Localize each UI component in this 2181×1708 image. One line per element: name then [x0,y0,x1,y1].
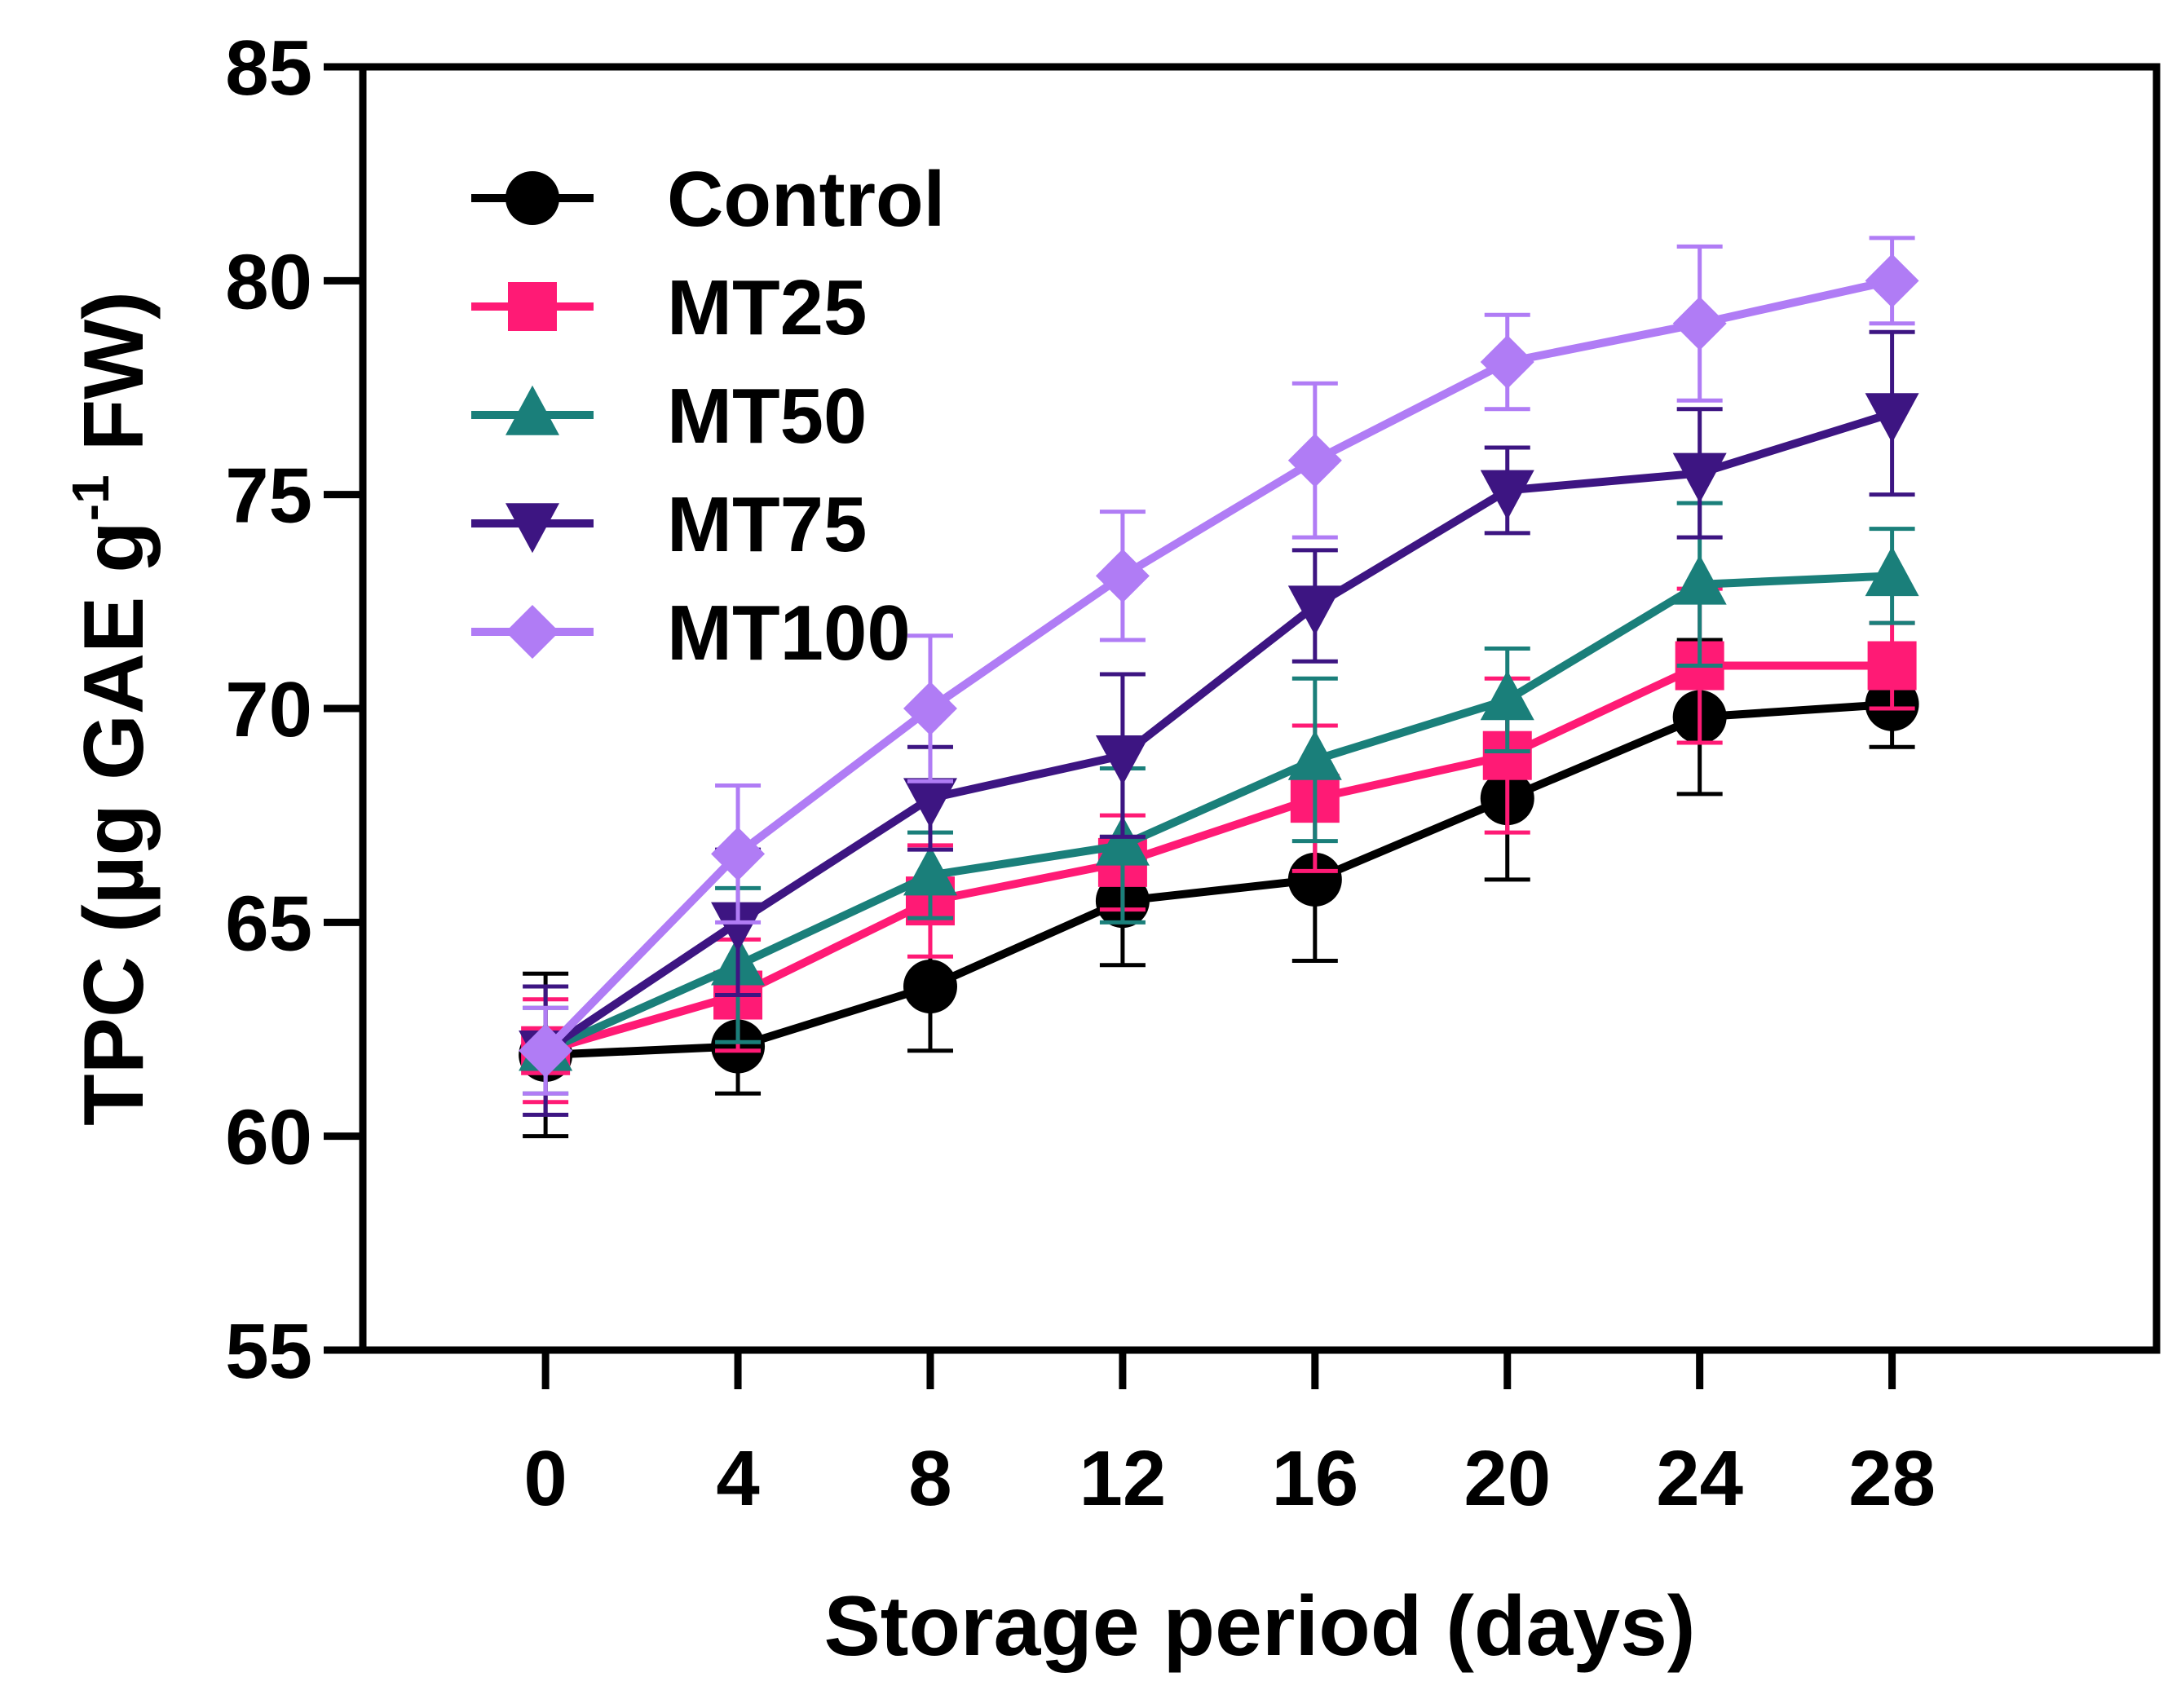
legend-item-mt50: MT50 [471,373,867,460]
legend-marker [506,503,559,554]
x-axis-title: Storage period (days) [823,1579,1695,1674]
legend-label: MT25 [667,264,867,351]
legend-marker [506,385,559,435]
series-mt75 [519,329,1919,1117]
series-layer [519,236,1919,1139]
y-axis-title: TPC (µg GAE g-1 FW) [61,291,161,1126]
y-tick-label: 65 [225,880,312,967]
data-point [1865,254,1919,308]
legend-item-mt100: MT100 [471,589,911,677]
series-line [542,276,1893,1054]
x-tick-label: 28 [1848,1435,1936,1522]
data-point [1095,549,1150,603]
legend-label: MT50 [667,373,867,460]
data-point [1095,815,1150,866]
x-tick-label: 12 [1079,1435,1167,1522]
data-point [903,845,957,896]
y-tick-label: 75 [225,452,312,540]
x-tick-label: 0 [523,1435,567,1522]
series-line [545,700,1892,1059]
y-axis: 55 60 65 70 75 80 85 [225,24,363,1395]
y-tick-label: 60 [225,1094,312,1181]
legend-item-mt25: MT25 [471,264,867,351]
series-line [544,661,1892,1055]
y-axis-title-main: TPC (µg GAE g [67,521,161,1126]
data-point [1287,585,1342,636]
legend-marker [506,171,559,225]
data-point [1480,470,1534,520]
data-point [1480,670,1534,721]
legend-label: Control [667,156,945,243]
data-point [1867,641,1917,691]
legend-item-mt75: MT75 [471,481,867,568]
data-point [519,1023,573,1078]
y-tick-label: 85 [225,24,312,112]
series-line [543,409,1894,1054]
legend: Control MT25 MT50 MT75 MT100 [471,156,945,677]
legend-item-control: Control [471,156,945,243]
data-point [1287,852,1342,907]
legend-marker [506,605,559,659]
data-point [1287,730,1342,780]
legend-label: MT75 [667,481,867,568]
data-point [1480,335,1534,390]
legend-marker [508,282,557,331]
x-axis: 0 4 8 12 16 20 24 28 [523,1350,1936,1522]
x-tick-label: 24 [1656,1435,1743,1522]
x-tick-label: 8 [908,1435,951,1522]
data-point [1287,433,1342,488]
data-point [1865,393,1919,444]
series-line [544,572,1892,1055]
data-point [1672,452,1727,503]
data-point [1865,546,1919,597]
series-mt100 [519,236,1919,1096]
y-tick-label: 55 [225,1308,312,1395]
data-point [1672,296,1727,351]
y-axis-title-unit: FW) [67,291,161,474]
y-tick-label: 80 [225,238,312,325]
x-tick-label: 20 [1464,1435,1551,1522]
y-axis-title-superscript: -1 [61,474,120,521]
data-point [711,827,766,881]
data-point [1095,735,1150,786]
data-point [903,960,957,1014]
legend-label: MT100 [667,589,911,677]
data-point [1672,554,1727,605]
data-point [903,778,957,828]
data-point [903,682,957,735]
y-tick-label: 70 [225,666,312,753]
data-point [711,902,766,952]
x-tick-label: 4 [716,1435,759,1522]
x-tick-label: 16 [1271,1435,1358,1522]
